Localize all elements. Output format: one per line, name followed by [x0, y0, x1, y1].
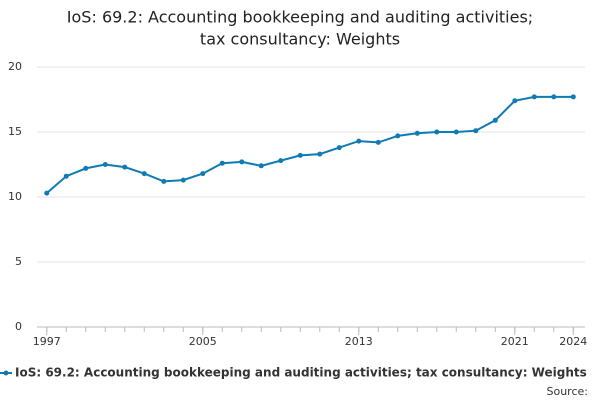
source: Source:	[547, 385, 589, 398]
point	[356, 138, 362, 144]
chart-title: tax consultancy: Weights	[200, 30, 400, 49]
point	[551, 94, 557, 100]
series-line	[46, 95, 574, 194]
point	[414, 130, 420, 136]
point	[492, 117, 498, 123]
x-tick-label: 2005	[189, 335, 217, 348]
point	[102, 162, 108, 167]
point	[122, 164, 128, 170]
point	[200, 171, 206, 177]
point	[512, 98, 518, 104]
point	[473, 128, 479, 134]
point	[63, 173, 69, 179]
legend-label: IoS: 69.2: Accounting bookkeeping and au…	[15, 366, 587, 380]
point	[44, 190, 50, 196]
point	[219, 160, 225, 166]
point	[161, 178, 167, 184]
y-tick-label: 20	[8, 60, 22, 73]
point	[453, 129, 459, 135]
x-tick-label: 2024	[559, 335, 587, 348]
point	[375, 139, 381, 145]
y-tick-label: 15	[8, 125, 22, 138]
point	[180, 177, 186, 183]
y-tick-label: 5	[15, 255, 22, 268]
x-tick-label: 2013	[345, 335, 373, 348]
point	[297, 152, 303, 158]
point	[434, 129, 440, 135]
y-tick-label: 10	[8, 190, 22, 203]
chart-title: IoS: 69.2: Accounting bookkeeping and au…	[67, 8, 533, 27]
point	[395, 133, 401, 139]
point	[83, 165, 89, 171]
point	[336, 145, 342, 151]
point	[317, 151, 323, 157]
y-tick-label: 0	[15, 320, 22, 333]
point	[258, 163, 264, 169]
point	[239, 159, 245, 165]
x-tick-label: 1997	[33, 335, 61, 348]
point	[570, 94, 576, 100]
point	[278, 158, 284, 164]
x-tick-label: 2021	[501, 335, 529, 348]
point	[141, 171, 147, 177]
point	[531, 94, 537, 100]
legend-marker	[3, 370, 9, 376]
